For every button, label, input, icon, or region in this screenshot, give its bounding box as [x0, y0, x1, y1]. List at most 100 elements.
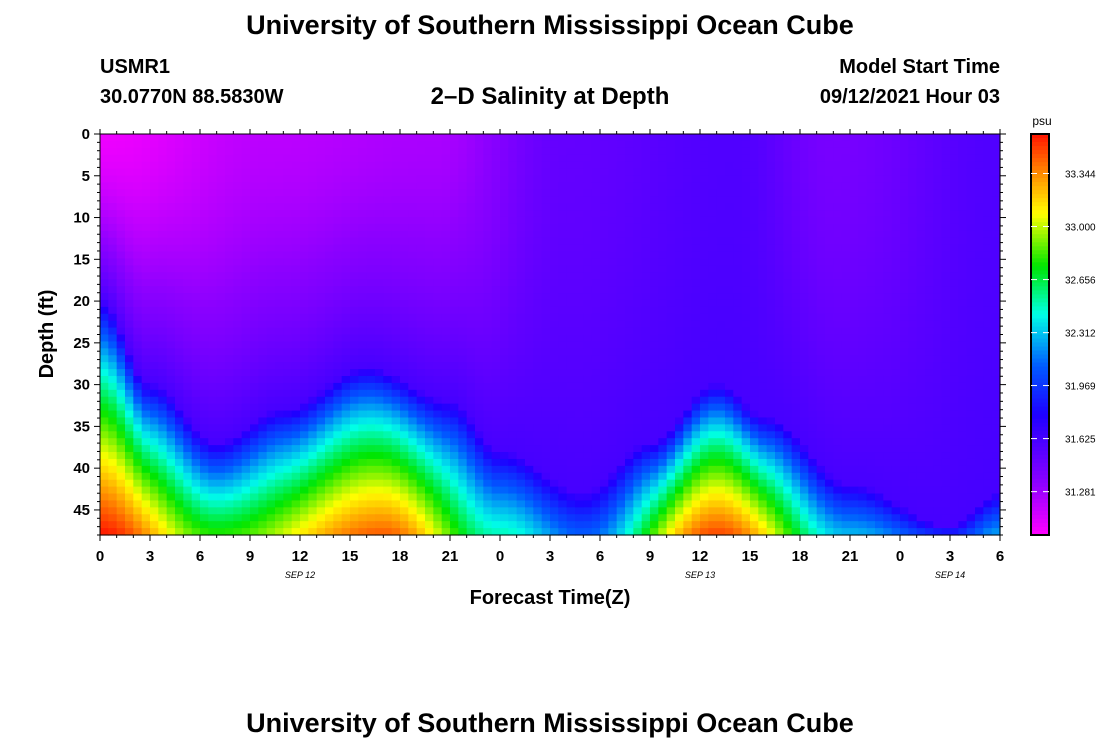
- heatmap-cell: [116, 154, 126, 163]
- heatmap-cell: [691, 382, 701, 391]
- heatmap-cell: [591, 161, 601, 170]
- heatmap-cell: [741, 465, 751, 474]
- heatmap-cell: [666, 514, 676, 522]
- heatmap-cell: [533, 147, 543, 156]
- heatmap-cell: [458, 375, 468, 384]
- heatmap-cell: [291, 293, 301, 301]
- heatmap-cell: [766, 528, 776, 536]
- heatmap-cell: [316, 182, 326, 190]
- heatmap-cell: [158, 203, 168, 211]
- heatmap-cell: [725, 507, 734, 515]
- heatmap-cell: [125, 140, 134, 149]
- heatmap-cell: [616, 251, 626, 260]
- heatmap-cell: [500, 327, 509, 336]
- heatmap-cell: [575, 313, 584, 322]
- heatmap-cell: [700, 272, 709, 280]
- heatmap-cell: [533, 445, 543, 453]
- heatmap-cell: [116, 445, 126, 453]
- heatmap-cell: [491, 168, 501, 177]
- heatmap-cell: [325, 299, 334, 308]
- heatmap-cell: [391, 417, 401, 425]
- heatmap-cell: [208, 334, 218, 343]
- heatmap-cell: [533, 521, 543, 529]
- heatmap-cell: [650, 161, 659, 170]
- heatmap-cell: [683, 403, 693, 412]
- heatmap-cell: [350, 493, 359, 502]
- heatmap-cell: [733, 272, 743, 280]
- heatmap-cell: [441, 438, 451, 446]
- heatmap-cell: [283, 375, 293, 384]
- heatmap-cell: [491, 320, 501, 329]
- heatmap-cell: [283, 452, 293, 460]
- heatmap-cell: [741, 279, 751, 287]
- heatmap-cell: [225, 168, 234, 177]
- heatmap-cell: [791, 293, 801, 301]
- heatmap-cell: [300, 237, 309, 246]
- heatmap-cell: [725, 210, 734, 218]
- heatmap-cell: [708, 403, 718, 412]
- heatmap-cell: [616, 396, 626, 405]
- heatmap-cell: [241, 161, 251, 170]
- heatmap-cell: [175, 258, 184, 266]
- heatmap-cell: [725, 140, 734, 149]
- heatmap-cell: [733, 161, 743, 170]
- heatmap-cell: [525, 175, 534, 183]
- heatmap-cell: [116, 286, 126, 294]
- heatmap-cell: [516, 251, 526, 260]
- heatmap-cell: [233, 210, 243, 218]
- heatmap-cell: [375, 417, 384, 425]
- heatmap-cell: [700, 306, 709, 315]
- heatmap-cell: [316, 237, 326, 246]
- heatmap-cell: [275, 147, 284, 156]
- heatmap-cell: [216, 196, 226, 204]
- heatmap-cell: [683, 465, 693, 474]
- heatmap-cell: [791, 251, 801, 260]
- heatmap-cell: [133, 389, 143, 398]
- heatmap-cell: [541, 479, 551, 488]
- heatmap-cell: [616, 258, 626, 266]
- heatmap-cell: [591, 465, 601, 474]
- heatmap-cell: [750, 313, 759, 322]
- heatmap-cell: [550, 514, 559, 522]
- heatmap-cell: [141, 293, 151, 301]
- heatmap-cell: [216, 223, 226, 232]
- heatmap-cell: [258, 168, 268, 177]
- heatmap-cell: [166, 196, 176, 204]
- heatmap-cell: [200, 438, 209, 446]
- heatmap-cell: [758, 327, 768, 336]
- heatmap-cell: [533, 348, 543, 356]
- heatmap-cell: [525, 299, 534, 308]
- heatmap-cell: [275, 493, 284, 502]
- heatmap-cell: [791, 182, 801, 190]
- heatmap-cell: [108, 486, 118, 495]
- heatmap-cell: [733, 528, 743, 536]
- heatmap-cell: [641, 507, 651, 515]
- heatmap-cell: [275, 182, 284, 190]
- heatmap-cell: [766, 244, 776, 253]
- heatmap-cell: [733, 472, 743, 481]
- heatmap-cell: [408, 375, 418, 384]
- heatmap-cell: [608, 244, 618, 253]
- heatmap-cell: [800, 182, 809, 190]
- heatmap-cell: [758, 265, 768, 273]
- heatmap-cell: [233, 528, 243, 536]
- heatmap-cell: [183, 431, 193, 439]
- heatmap-cell: [758, 424, 768, 432]
- heatmap-cell: [625, 382, 634, 391]
- heatmap-cell: [133, 147, 143, 156]
- heatmap-cell: [308, 334, 318, 343]
- heatmap-cell: [700, 334, 709, 343]
- heatmap-cell: [433, 272, 443, 280]
- heatmap-cell: [558, 445, 568, 453]
- heatmap-cell: [566, 230, 576, 239]
- heatmap-cell: [500, 355, 509, 363]
- heatmap-cell: [741, 327, 751, 336]
- heatmap-cell: [191, 265, 201, 273]
- heatmap-cell: [358, 362, 368, 370]
- heatmap-cell: [625, 334, 634, 343]
- heatmap-cell: [108, 417, 118, 425]
- heatmap-cell: [341, 272, 351, 280]
- heatmap-cell: [775, 486, 784, 495]
- heatmap-cell: [258, 196, 268, 204]
- heatmap-cell: [775, 216, 784, 225]
